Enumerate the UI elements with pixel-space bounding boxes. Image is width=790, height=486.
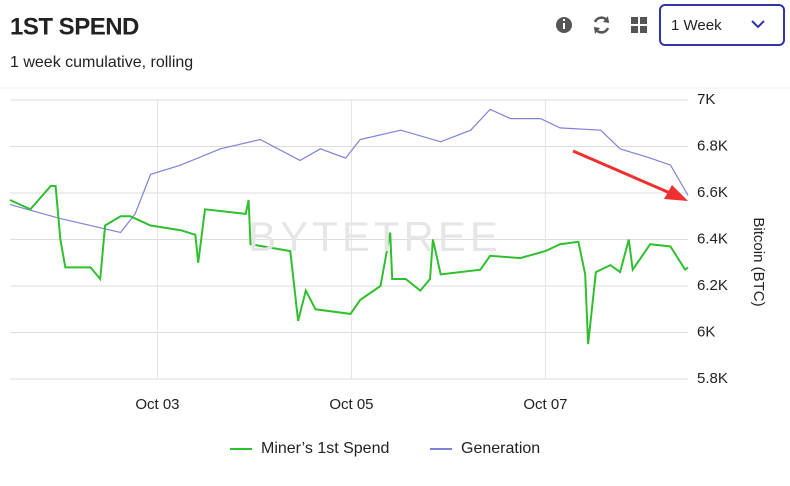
y-tick-label: 6.2K <box>697 277 728 294</box>
annotation-arrow <box>572 149 688 201</box>
x-tick-label: Oct 05 <box>329 396 373 413</box>
series-line <box>9 185 689 345</box>
refresh-icon[interactable] <box>593 16 610 34</box>
grid-icon[interactable] <box>631 17 647 33</box>
period-dropdown[interactable]: 1 Week <box>659 4 785 46</box>
period-label: 1 Week <box>671 17 722 34</box>
y-tick-label: 6.8K <box>697 137 728 154</box>
x-tick-label: Oct 03 <box>135 396 179 413</box>
x-tick-label: Oct 07 <box>523 396 567 413</box>
watermark: BYTETREE <box>248 213 502 260</box>
y-tick-label: 5.8K <box>697 370 728 387</box>
legend-label: Miner’s 1st Spend <box>261 440 389 457</box>
legend-label: Generation <box>461 440 540 457</box>
series-line <box>9 108 689 234</box>
info-icon[interactable] <box>556 17 572 33</box>
title: 1ST SPEND <box>10 13 139 40</box>
subtitle: 1 week cumulative, rolling <box>10 54 193 71</box>
y-tick-label: 6.4K <box>697 230 728 247</box>
y-tick-label: 6.6K <box>697 184 728 201</box>
y-axis-label: Bitcoin (BTC) <box>750 217 767 306</box>
y-tick-label: 7K <box>697 91 715 108</box>
y-tick-label: 6K <box>697 323 715 340</box>
